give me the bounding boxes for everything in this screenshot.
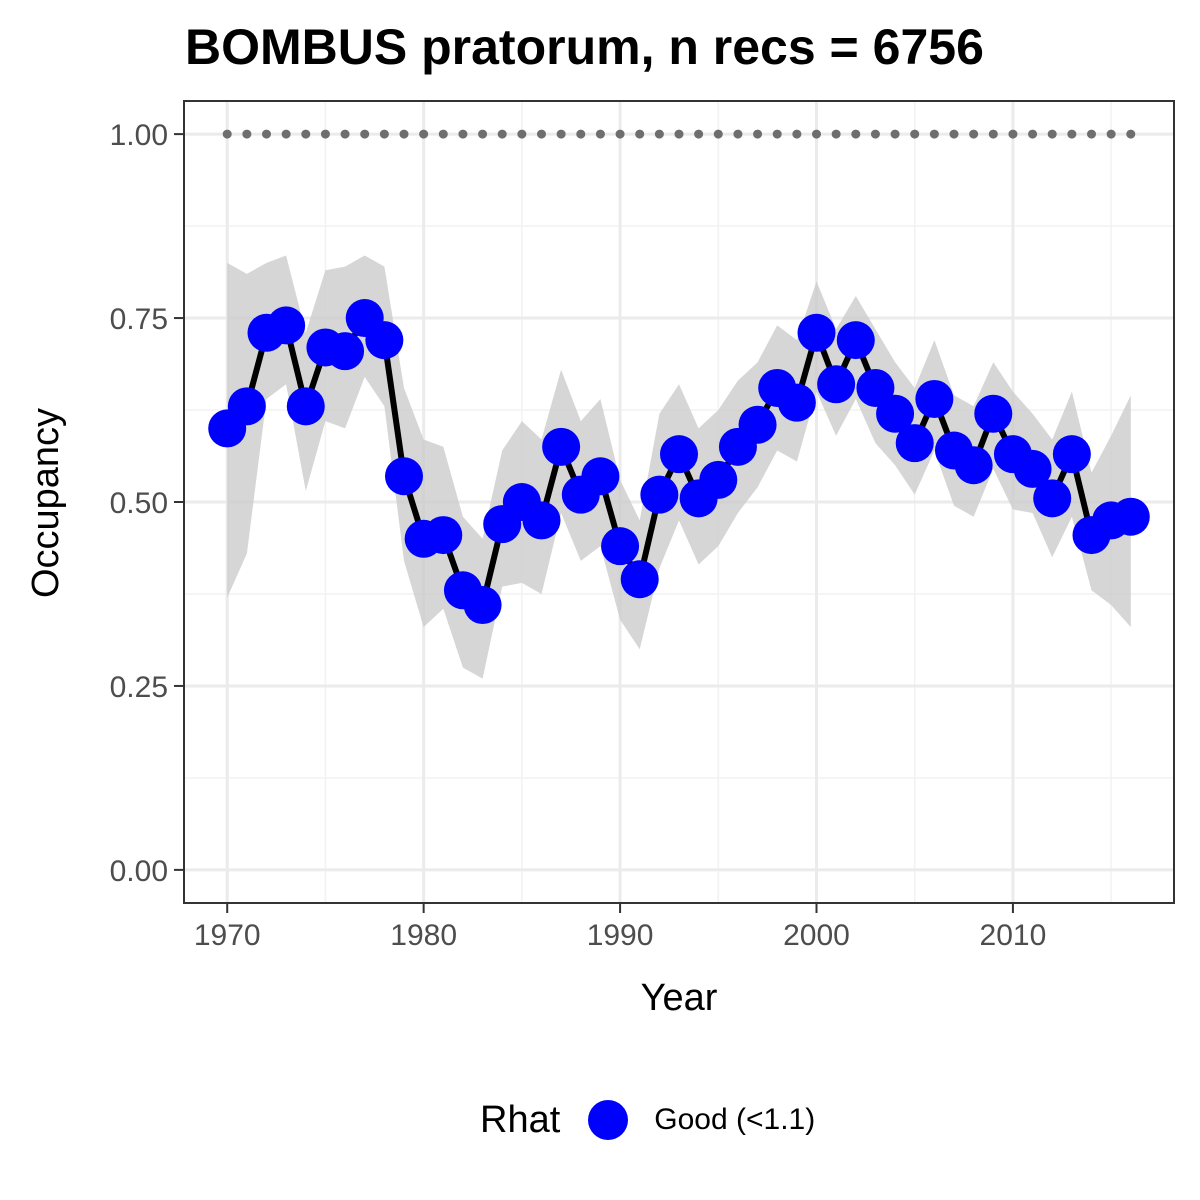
reference-point (851, 129, 861, 139)
reference-point (753, 129, 763, 139)
reference-point (1047, 129, 1057, 139)
x-tick-label: 1980 (390, 919, 457, 952)
reference-point (910, 129, 920, 139)
data-point (797, 313, 836, 352)
data-point (267, 306, 306, 345)
reference-point (379, 129, 389, 139)
reference-point (694, 129, 704, 139)
data-point (915, 379, 954, 418)
x-axis-label: Year (641, 977, 718, 1019)
reference-point (1106, 129, 1116, 139)
data-point (326, 332, 365, 371)
reference-point (478, 129, 488, 139)
data-point (876, 394, 915, 433)
data-point (1111, 497, 1150, 536)
data-point (817, 365, 856, 404)
reference-point (988, 129, 998, 139)
reference-point (340, 129, 350, 139)
x-tick-label: 1970 (194, 919, 261, 952)
chart-plot: 1970 1980 1990 2000 2010 0.00 0.25 0.50 0.75 1.00… (25, 100, 1175, 1019)
reference-point (458, 129, 468, 139)
data-point (601, 527, 640, 566)
reference-point (576, 129, 586, 139)
data-point (738, 405, 777, 444)
data-point (1013, 449, 1052, 488)
reference-point (929, 129, 939, 139)
data-point (836, 321, 875, 360)
reference-point (890, 129, 900, 139)
reference-point (1087, 129, 1096, 139)
reference-point (360, 129, 370, 139)
reference-point (301, 129, 311, 139)
data-point (1033, 479, 1072, 518)
data-point (620, 560, 659, 599)
data-point (365, 321, 404, 360)
reference-point (654, 129, 664, 139)
data-point (777, 383, 816, 422)
data-point (640, 475, 679, 514)
reference-point (262, 129, 271, 139)
data-point (463, 586, 502, 625)
legend: Rhat Good (<1.1) (480, 1092, 815, 1148)
reference-point (556, 129, 566, 139)
data-point (385, 457, 423, 496)
data-point (227, 387, 266, 426)
reference-point (713, 129, 723, 139)
legend-key-good (588, 1100, 629, 1140)
data-point (542, 427, 581, 466)
reference-point (1126, 129, 1136, 139)
data-point (286, 387, 325, 426)
reference-point (419, 129, 429, 139)
legend-title: Rhat (480, 1098, 561, 1141)
reference-point (1067, 129, 1077, 139)
reference-point (792, 129, 802, 139)
data-point (856, 368, 895, 407)
data-point (660, 435, 698, 474)
reference-point (438, 129, 448, 139)
reference-point (1008, 129, 1018, 139)
data-point (1052, 435, 1091, 474)
data-point (581, 457, 620, 496)
x-tick-label: 2000 (783, 919, 850, 952)
legend-label-good: Good (<1.1) (654, 1103, 816, 1136)
reference-point (674, 129, 684, 139)
reference-point (635, 129, 645, 139)
reference-point (537, 129, 546, 139)
reference-point (320, 129, 330, 139)
data-point (699, 460, 738, 499)
reference-point (870, 129, 880, 139)
reference-point (949, 129, 959, 139)
y-tick-label: 0.25 (110, 671, 168, 704)
reference-point (1028, 129, 1038, 139)
data-point (895, 424, 934, 463)
reference-point (969, 129, 979, 139)
reference-point (281, 129, 291, 139)
reference-point (497, 129, 507, 139)
y-tick-label: 0.50 (110, 487, 168, 520)
reference-point (222, 129, 232, 139)
reference-point (399, 129, 409, 139)
y-tick-label: 0.75 (110, 303, 168, 336)
y-axis-label: Occupancy (25, 408, 67, 598)
chart-title: BOMBUS pratorum, n recs = 6756 (185, 19, 984, 75)
reference-point (242, 129, 252, 139)
data-point (522, 501, 561, 540)
reference-point (733, 129, 743, 139)
reference-point (772, 129, 782, 139)
reference-point (615, 129, 625, 139)
reference-point (812, 129, 821, 139)
reference-point (517, 129, 527, 139)
y-tick-label: 1.00 (110, 119, 168, 152)
data-point (974, 394, 1013, 433)
reference-point (831, 129, 841, 139)
data-point (954, 446, 993, 485)
data-point (424, 516, 463, 555)
x-tick-label: 2010 (980, 919, 1047, 952)
reference-point (595, 129, 605, 139)
x-tick-label: 1990 (587, 919, 654, 952)
y-tick-label: 0.00 (110, 855, 168, 888)
